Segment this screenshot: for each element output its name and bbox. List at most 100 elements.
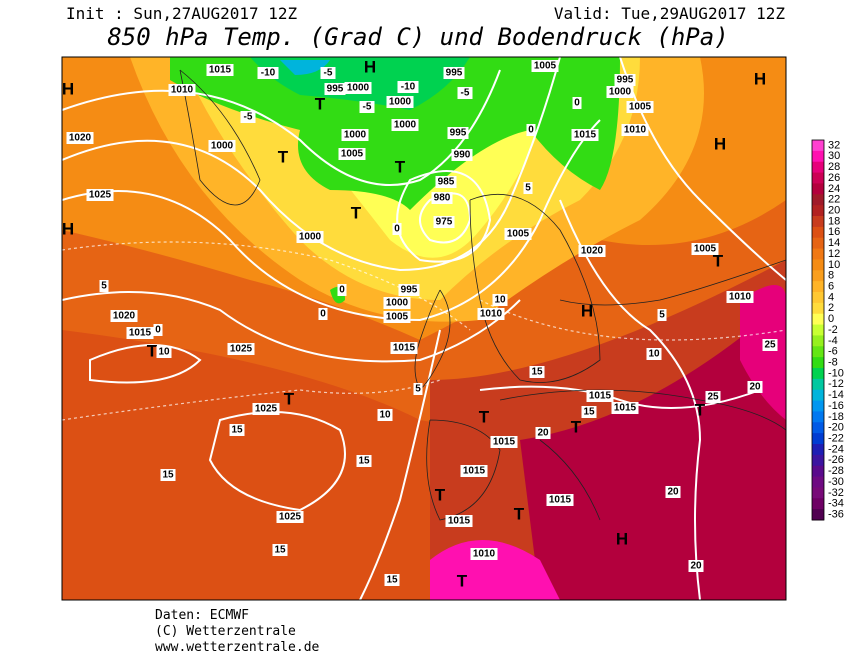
label-text: -10	[401, 82, 416, 93]
label-text: 5	[525, 183, 531, 194]
contour-label: 0	[153, 324, 163, 336]
colorbar-swatch	[812, 357, 824, 369]
colorbar-label: -26	[828, 454, 844, 466]
contour-label: 1010	[726, 291, 754, 303]
label-box	[208, 140, 236, 152]
colorbar-swatch	[812, 194, 824, 206]
colorbar-swatch	[812, 422, 824, 434]
pressure-center: T	[284, 389, 295, 408]
contour-label: 1005	[691, 243, 719, 255]
label-text: 5	[101, 281, 107, 292]
contour-label: 1015	[206, 64, 234, 76]
contour-label: -5	[320, 67, 336, 79]
label-text: 995	[446, 68, 463, 79]
label-box	[431, 192, 453, 204]
contour-label: 1000	[391, 119, 419, 131]
label-text: 5	[659, 310, 665, 321]
label-box	[546, 494, 574, 506]
contour-label: 1000	[386, 96, 414, 108]
label-box	[383, 311, 411, 323]
label-box	[384, 574, 400, 586]
colorbar-swatch	[812, 259, 824, 271]
contour-label: 1000	[341, 129, 369, 141]
pressure-center: T	[695, 400, 706, 419]
colorbar-label: 28	[828, 161, 840, 173]
label-box	[581, 406, 597, 418]
label-box	[156, 346, 172, 358]
colorbar: 32302826242220181614121086420-2-4-6-8-10…	[811, 139, 844, 521]
label-text: 25	[764, 340, 776, 351]
label-text: 1000	[394, 120, 417, 131]
contour-label: 15	[160, 469, 176, 481]
pressure-center: T	[278, 147, 289, 166]
pressure-center: T	[571, 417, 582, 436]
label-box	[529, 366, 545, 378]
copyright: (C) Wetterzentrale	[155, 624, 296, 639]
colorbar-swatch	[812, 205, 824, 217]
label-text: 1020	[581, 246, 604, 257]
label-text: 1000	[609, 87, 632, 98]
label-box	[447, 127, 469, 139]
init-time: Init : Sun,27AUG2017 12Z	[66, 4, 298, 23]
colorbar-label: -8	[828, 356, 838, 368]
pressure-center: H	[62, 79, 74, 98]
label-box	[492, 294, 508, 306]
contour-label: 1020	[110, 310, 138, 322]
label-box	[160, 469, 176, 481]
label-text: 20	[690, 561, 702, 572]
contour-label: 975	[433, 216, 455, 228]
colorbar-label: 18	[828, 215, 840, 227]
colorbar-swatch	[812, 378, 824, 391]
colorbar-swatch	[812, 313, 824, 326]
colorbar-swatch	[812, 411, 824, 423]
label-box	[726, 291, 754, 303]
contour-label: 20	[688, 560, 704, 572]
colorbar-label: -4	[828, 335, 838, 347]
pressure-center: T	[435, 485, 446, 504]
contour-label: -5	[240, 111, 256, 123]
label-text: 1000	[211, 141, 234, 152]
contour-label: 1015	[490, 436, 518, 448]
contour-label: 1005	[338, 148, 366, 160]
contour-label: 25	[705, 391, 721, 403]
label-text: -5	[244, 112, 253, 123]
colorbar-swatch	[812, 302, 824, 315]
colorbar-label: 8	[828, 270, 834, 282]
label-text: 1015	[448, 516, 471, 527]
label-text: 1015	[209, 65, 232, 76]
contour-label: -10	[257, 67, 279, 79]
contour-label: 1025	[276, 511, 304, 523]
label-text: 1010	[171, 85, 194, 96]
label-text: 985	[438, 177, 455, 188]
contour-label: 995	[443, 67, 465, 79]
pressure-center: H	[714, 134, 726, 153]
label-text: 15	[231, 425, 243, 436]
contour-label: 20	[665, 486, 681, 498]
label-text: 1015	[549, 495, 572, 506]
contour-label: 1000	[208, 140, 236, 152]
label-text: 1025	[89, 190, 112, 201]
contour-label: 1010	[621, 124, 649, 136]
contour-label: 1015	[571, 129, 599, 141]
label-box	[470, 548, 498, 560]
label-text: 10	[158, 347, 170, 358]
contour-label: 25	[762, 339, 778, 351]
label-text: 15	[583, 407, 595, 418]
contour-label: 10	[377, 409, 393, 421]
label-box	[318, 308, 328, 320]
colorbar-label: -30	[828, 476, 844, 488]
label-box	[665, 486, 681, 498]
colorbar-label: 4	[828, 291, 834, 303]
pressure-center: T	[479, 407, 490, 426]
label-box	[206, 64, 234, 76]
label-text: 15	[274, 545, 286, 556]
colorbar-swatch	[812, 150, 824, 163]
contour-label: 1005	[626, 101, 654, 113]
label-box	[413, 383, 423, 395]
contour-label: 15	[272, 544, 288, 556]
contour-label: 995	[447, 127, 469, 139]
pressure-center: H	[581, 301, 593, 320]
label-text: 995	[450, 128, 467, 139]
label-text: 1005	[507, 229, 530, 240]
colorbar-swatch	[812, 281, 824, 293]
